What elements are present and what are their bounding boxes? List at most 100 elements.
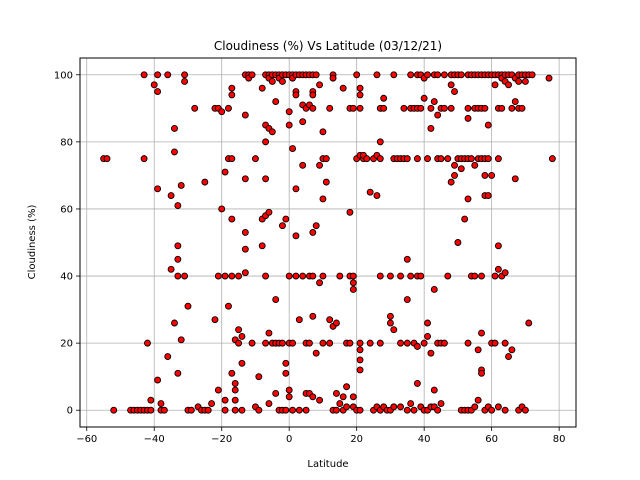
data-point — [501, 406, 509, 414]
data-point — [285, 121, 293, 129]
data-point — [437, 400, 445, 407]
data-point — [380, 94, 388, 102]
data-point — [386, 319, 394, 327]
data-point — [228, 369, 236, 377]
x-tick-label: 40 — [418, 434, 431, 445]
data-point — [356, 406, 364, 414]
data-point — [501, 339, 509, 347]
data-point — [403, 155, 411, 163]
plot-frame — [79, 57, 577, 428]
data-point — [434, 406, 442, 414]
data-point — [430, 98, 438, 106]
data-point — [484, 192, 492, 199]
data-point — [322, 178, 330, 186]
data-point — [407, 272, 415, 280]
data-point — [424, 71, 431, 79]
data-point — [451, 161, 458, 169]
data-point — [319, 195, 327, 203]
data-point — [336, 272, 344, 280]
data-point — [231, 386, 239, 394]
data-point — [282, 369, 290, 377]
data-point — [336, 400, 344, 407]
data-point — [252, 155, 259, 163]
data-point — [174, 272, 182, 280]
data-point — [309, 393, 317, 401]
data-point — [292, 91, 300, 99]
data-point — [427, 124, 435, 132]
data-point — [204, 406, 212, 414]
data-point — [464, 339, 472, 347]
x-tick-label: −60 — [76, 434, 97, 445]
data-point — [440, 339, 448, 347]
data-point — [356, 339, 364, 347]
data-point — [292, 232, 300, 240]
data-point — [413, 379, 421, 387]
data-point — [309, 104, 317, 112]
data-point — [400, 104, 408, 112]
data-point — [326, 104, 334, 112]
data-point — [403, 255, 411, 263]
data-point — [484, 155, 492, 163]
data-point — [376, 155, 384, 163]
data-point — [356, 91, 364, 99]
data-point — [221, 168, 229, 176]
data-point — [187, 406, 195, 414]
data-point — [474, 396, 482, 404]
data-point — [339, 84, 347, 92]
data-point — [154, 71, 162, 79]
data-point — [282, 406, 290, 414]
data-point — [319, 272, 327, 280]
x-tick-label: 60 — [485, 434, 498, 445]
data-point — [491, 339, 499, 347]
data-point — [241, 245, 249, 253]
data-point — [225, 104, 232, 112]
data-point — [248, 339, 256, 347]
data-point — [363, 155, 371, 163]
data-point — [471, 403, 479, 411]
data-point — [241, 269, 249, 277]
data-point — [285, 108, 293, 116]
data-point — [467, 155, 475, 163]
data-point — [424, 319, 431, 327]
data-point — [272, 98, 280, 106]
data-point — [390, 403, 398, 411]
data-point — [505, 353, 512, 361]
data-point — [484, 121, 492, 129]
data-point — [238, 332, 246, 340]
data-point — [157, 400, 165, 407]
data-point — [147, 406, 155, 414]
data-point — [282, 359, 290, 367]
data-point — [390, 326, 398, 334]
data-point — [140, 71, 148, 79]
data-point — [214, 272, 222, 280]
data-point — [386, 312, 394, 320]
data-point — [265, 329, 273, 337]
data-point — [397, 403, 404, 411]
data-point — [397, 272, 404, 280]
data-point — [319, 339, 327, 347]
data-point — [430, 386, 438, 394]
data-point — [110, 406, 118, 414]
data-point — [434, 111, 442, 119]
data-point — [478, 369, 485, 377]
data-point — [103, 155, 111, 163]
data-point — [177, 336, 185, 344]
data-point — [289, 145, 297, 153]
data-point — [376, 272, 384, 280]
data-point — [447, 104, 455, 112]
data-point — [349, 272, 357, 280]
data-point — [326, 339, 334, 347]
data-point — [508, 104, 516, 112]
data-point — [144, 339, 151, 347]
data-point — [316, 161, 324, 169]
data-point — [447, 178, 455, 186]
data-point — [272, 296, 280, 303]
data-point — [397, 339, 404, 347]
data-point — [376, 339, 384, 347]
data-point — [150, 81, 158, 89]
data-point — [282, 215, 290, 223]
data-point — [494, 403, 502, 411]
x-tick-label: 20 — [350, 434, 363, 445]
data-point — [332, 390, 340, 397]
